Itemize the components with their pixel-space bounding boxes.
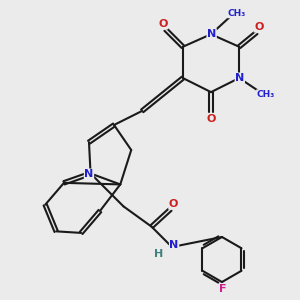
Text: N: N (235, 73, 244, 83)
Text: N: N (169, 240, 179, 250)
Text: CH₃: CH₃ (256, 90, 275, 99)
Text: O: O (254, 22, 264, 32)
Text: O: O (158, 19, 168, 29)
Text: CH₃: CH₃ (227, 9, 246, 18)
Text: H: H (154, 249, 164, 259)
Text: O: O (169, 199, 178, 209)
Text: O: O (206, 114, 216, 124)
Text: F: F (219, 284, 226, 294)
Text: N: N (84, 169, 94, 179)
Text: N: N (207, 28, 216, 39)
